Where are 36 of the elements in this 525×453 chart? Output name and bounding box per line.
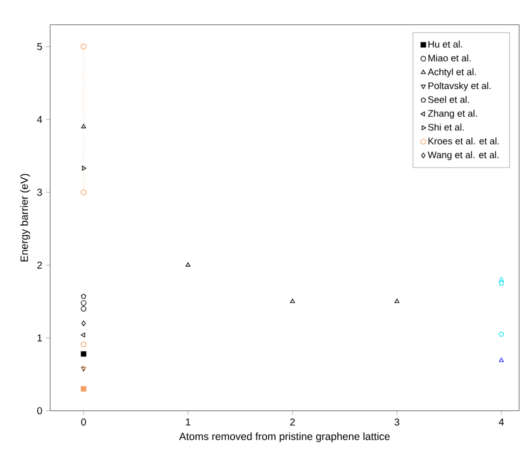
y-tick-label: 0 — [37, 407, 42, 414]
point — [80, 306, 86, 312]
y-tick-label: 1 — [38, 334, 42, 342]
point — [394, 298, 400, 304]
y-tick-label: 3 — [37, 188, 42, 196]
point — [80, 44, 86, 50]
x-axis-title: Atoms removed from pristine graphene lattice — [179, 432, 390, 442]
point — [498, 358, 504, 362]
y-axis-title: Energy barrier (eV) — [20, 174, 30, 262]
x-tick-label: 4 — [498, 418, 504, 426]
point — [81, 320, 86, 326]
legend-label: Kroes et al. et al. — [428, 137, 499, 144]
x-tick-label: 2 — [290, 418, 295, 426]
legend-label: Achtyl et al. — [428, 68, 476, 78]
y-tick-label: 4 — [37, 116, 42, 123]
y-tick-label: 2 — [37, 262, 42, 269]
x-tick-label: 3 — [394, 418, 400, 426]
point — [498, 280, 504, 286]
legend-label: Hu et al. — [428, 40, 462, 48]
legend-label: Miao et al. — [428, 54, 470, 62]
legend-label: Wang et al. et al. — [428, 151, 498, 160]
point — [498, 332, 504, 337]
legend-label: Zhang et al. — [428, 110, 477, 119]
legend-label: Poltavsky et al. — [428, 82, 490, 91]
point — [290, 298, 295, 304]
point — [80, 189, 86, 196]
legend-label: Shi et al. — [428, 124, 464, 131]
point — [80, 300, 86, 306]
x-tick-label: 1 — [186, 418, 190, 426]
legend-label: Seel et al. — [428, 96, 469, 103]
point — [81, 124, 86, 128]
point — [80, 332, 86, 338]
x-tick-label: 0 — [81, 418, 86, 426]
y-tick-label: 5 — [37, 43, 42, 50]
point — [186, 262, 190, 267]
point — [80, 341, 86, 348]
